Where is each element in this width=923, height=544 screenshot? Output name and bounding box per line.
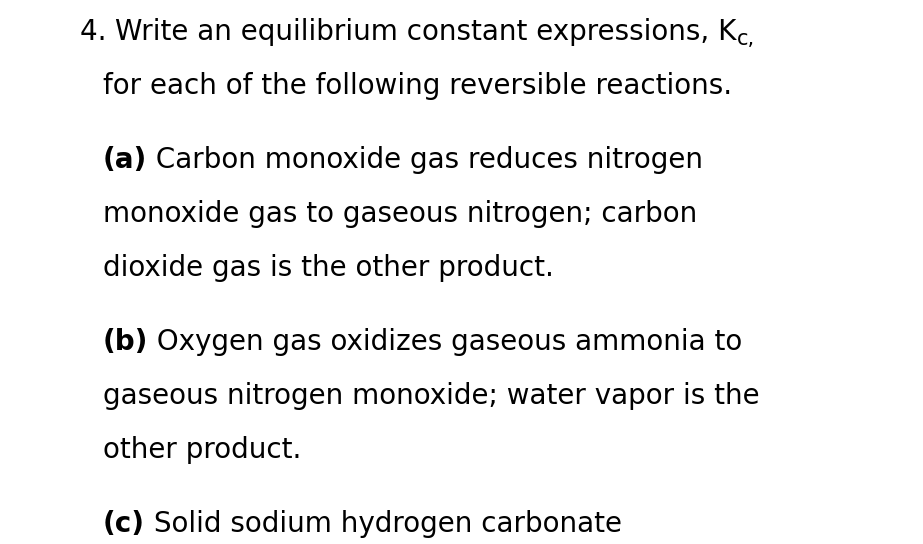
- Text: Carbon monoxide gas reduces nitrogen: Carbon monoxide gas reduces nitrogen: [148, 146, 703, 174]
- Text: dioxide gas is the other product.: dioxide gas is the other product.: [103, 254, 554, 282]
- Text: 4.: 4.: [80, 18, 115, 46]
- Text: (a): (a): [103, 146, 148, 174]
- Text: for each of the following reversible reactions.: for each of the following reversible rea…: [103, 72, 732, 100]
- Text: (c): (c): [103, 510, 145, 538]
- Text: (b): (b): [103, 328, 149, 356]
- Text: other product.: other product.: [103, 436, 302, 464]
- Text: Oxygen gas oxidizes gaseous ammonia to: Oxygen gas oxidizes gaseous ammonia to: [149, 328, 743, 356]
- Text: Write an equilibrium constant expressions, K: Write an equilibrium constant expression…: [115, 18, 737, 46]
- Text: Solid sodium hydrogen carbonate: Solid sodium hydrogen carbonate: [145, 510, 622, 538]
- Text: c,: c,: [737, 28, 755, 48]
- Text: monoxide gas to gaseous nitrogen; carbon: monoxide gas to gaseous nitrogen; carbon: [103, 200, 697, 228]
- Text: gaseous nitrogen monoxide; water vapor is the: gaseous nitrogen monoxide; water vapor i…: [103, 382, 760, 410]
